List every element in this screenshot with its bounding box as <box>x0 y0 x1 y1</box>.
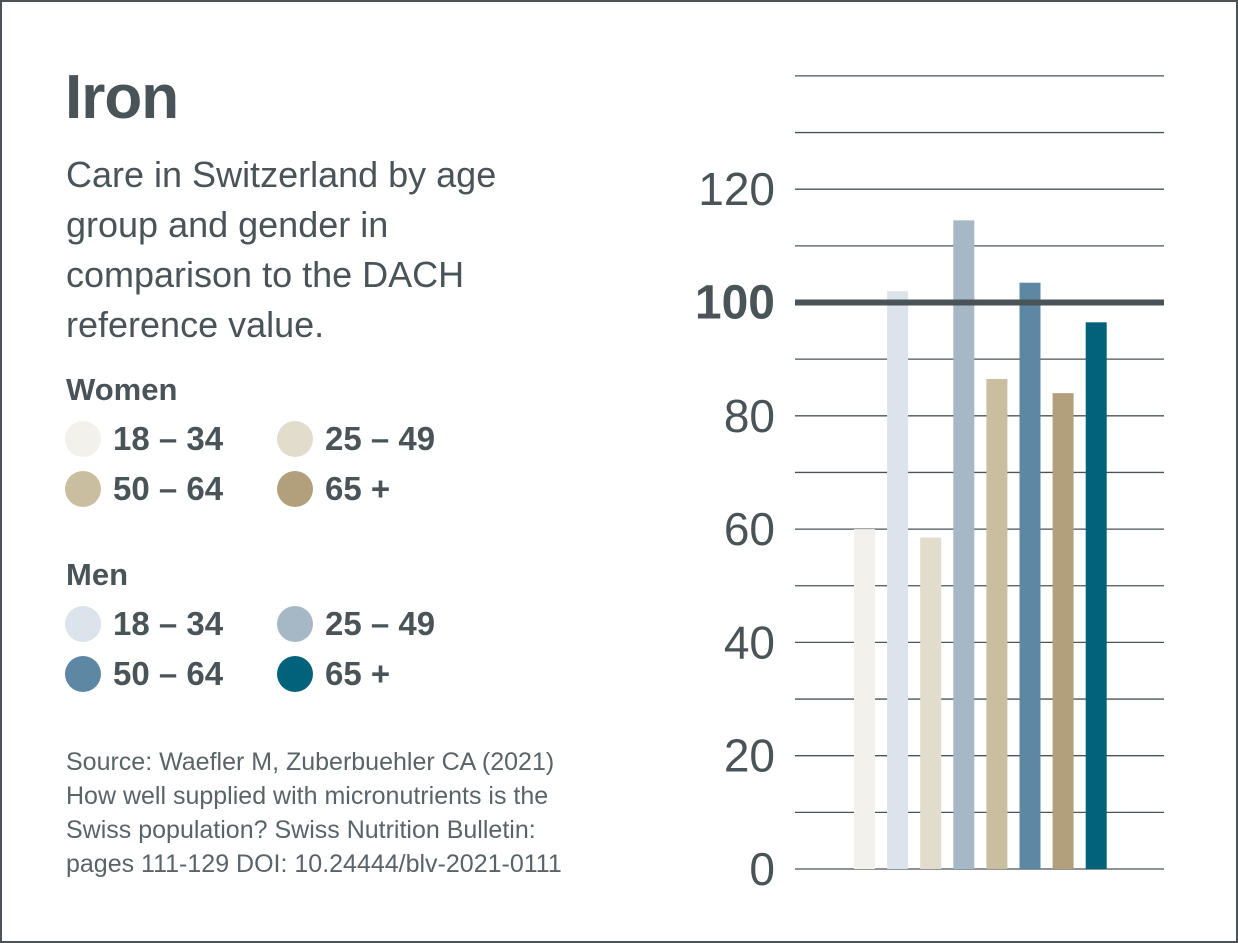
reference-tick-label: 100 <box>695 277 775 330</box>
y-tick-label: 80 <box>724 390 775 442</box>
chart-subtitle: Care in Switzerland by age group and gen… <box>66 154 497 345</box>
y-tick-label: 20 <box>724 730 775 782</box>
y-tick-label: 120 <box>698 163 775 215</box>
legend-item-men-65-plus: 65 + <box>277 655 390 693</box>
legend-label: 18 – 34 <box>113 605 224 642</box>
source-line: pages 111-129 DOI: 10.24444/blv-2021-011… <box>66 850 562 878</box>
legend-swatch <box>65 656 101 692</box>
legend-label: 25 – 49 <box>325 605 436 642</box>
legend-label: 65 + <box>325 470 391 507</box>
legend-item-women-50-64: 50 – 64 <box>65 470 223 508</box>
legend-swatch <box>277 471 313 507</box>
legend-item-women-65-plus: 65 + <box>277 470 390 508</box>
bar-men-18-34 <box>887 291 909 869</box>
legend-swatch <box>65 606 101 642</box>
source-line: Swiss population? Swiss Nutrition Bullet… <box>66 816 536 844</box>
chart-title: Iron <box>65 63 179 132</box>
source-line: How well supplied with micronutrients is… <box>66 782 549 810</box>
y-tick-label: 40 <box>724 616 775 668</box>
legend-men-heading: Men <box>66 557 128 592</box>
y-tick-label: 60 <box>724 503 775 555</box>
legend-swatch <box>277 656 313 692</box>
y-tick-label: 0 <box>749 843 775 895</box>
bar-women-25-49 <box>920 537 942 869</box>
bar-women-18-34 <box>854 529 875 869</box>
legend-item-men-18-34: 18 – 34 <box>65 605 223 643</box>
legend-swatch <box>277 606 313 642</box>
legend-swatch <box>277 421 313 457</box>
source-line: Source: Waefler M, Zuberbuehler CA (2021… <box>66 748 555 776</box>
legend-label: 65 + <box>325 655 391 692</box>
bar-chart: 0 20 40 60 80 100 120 <box>695 75 1164 895</box>
source-note: Source: Waefler M, Zuberbuehler CA (2021… <box>66 745 646 881</box>
legend-swatch <box>65 471 101 507</box>
bar-men-65- <box>1085 322 1107 869</box>
legend-item-men-25-49: 25 – 49 <box>277 605 435 643</box>
legend-item-men-50-64: 50 – 64 <box>65 655 223 693</box>
legend-label: 50 – 64 <box>113 470 224 507</box>
bar-men-50-64 <box>1019 282 1041 869</box>
legend-item-women-25-49: 25 – 49 <box>277 420 435 458</box>
bar-women-65- <box>1052 393 1074 869</box>
legend-label: 50 – 64 <box>113 655 224 692</box>
legend-label: 25 – 49 <box>325 420 436 457</box>
legend-label: 18 – 34 <box>113 420 224 457</box>
legend-women-heading: Women <box>66 372 178 407</box>
legend-swatch <box>65 421 101 457</box>
bar-women-50-64 <box>986 378 1008 869</box>
legend-item-women-18-34: 18 – 34 <box>65 420 223 458</box>
bar-men-25-49 <box>953 220 975 870</box>
